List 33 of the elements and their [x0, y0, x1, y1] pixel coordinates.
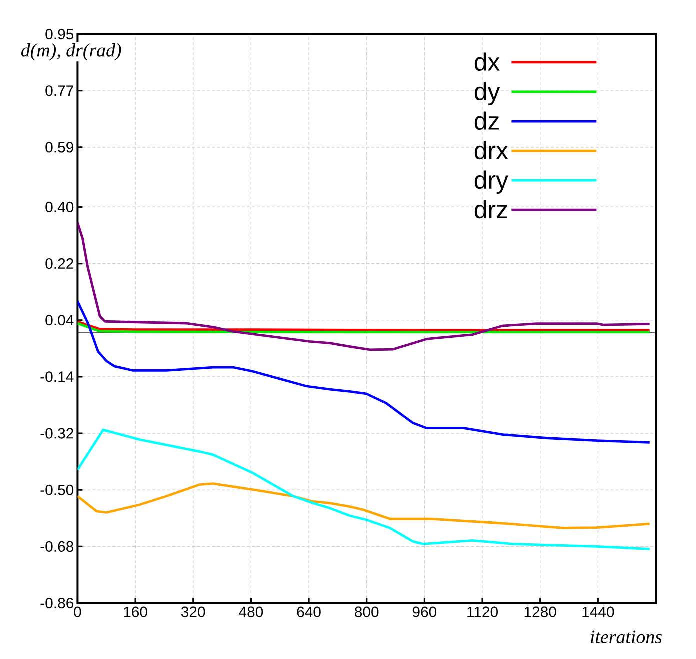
y-tick-label: -0.14	[40, 372, 74, 382]
x-tick-label: 1440	[582, 606, 614, 618]
y-tick-label: 0.22	[46, 258, 74, 270]
legend-label: dx	[474, 52, 500, 71]
y-tick-label: 0.59	[46, 142, 74, 153]
x-tick-label: 960	[412, 606, 437, 618]
legend-label: drz	[474, 200, 508, 219]
x-tick-label: 640	[297, 606, 321, 618]
y-tick-label: -0.68	[40, 541, 74, 552]
y-tick-label: -0.50	[40, 484, 74, 496]
x-tick-label: 320	[181, 606, 206, 618]
y-tick-label: 0.95	[46, 29, 74, 40]
legend-label: dz	[474, 112, 499, 130]
x-tick-label: 0	[74, 606, 82, 618]
x-tick-label: 1120	[468, 606, 498, 618]
x-tick-label: 160	[124, 606, 148, 618]
x-tick-label: 1280	[524, 606, 556, 618]
y-tick-label: 0.77	[46, 86, 74, 96]
x-axis-title: iterations	[590, 630, 662, 644]
line-series	[78, 222, 652, 352]
x-tick-label: 800	[355, 606, 379, 618]
y-tick-label: 0.04	[46, 315, 74, 326]
x-tick-label: 480	[239, 606, 264, 618]
legend-label: dy	[474, 82, 500, 106]
legend-label: dry	[474, 170, 508, 194]
line-series	[78, 428, 652, 550]
line-series	[78, 482, 652, 530]
y-tick-label: -0.86	[40, 598, 74, 609]
legend-label: drx	[474, 141, 508, 160]
y-axis-title: d(m), dr(rad)	[21, 44, 122, 61]
y-tick-label: 0.40	[46, 202, 74, 212]
line-series	[78, 300, 652, 444]
y-tick-label: -0.32	[40, 428, 74, 439]
